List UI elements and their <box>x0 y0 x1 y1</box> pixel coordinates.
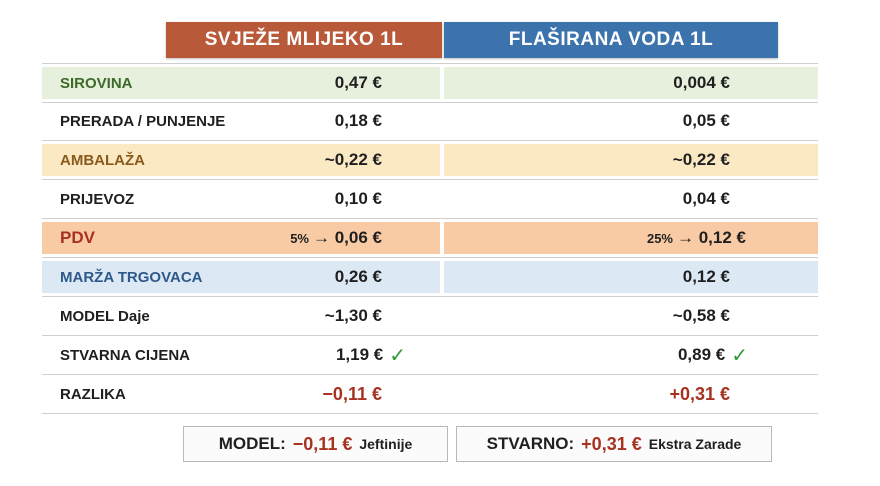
row-highlight <box>42 222 818 254</box>
table-row: AMBALAŽA ~0,22 € ~0,22 € <box>42 141 818 180</box>
summary-label: MODEL: <box>218 434 286 453</box>
milk-value: 0,26 € <box>334 267 382 286</box>
table-row: SIROVINA 0,47 € 0,004 € <box>42 63 818 103</box>
water-column-header: FLAŠIRANA VODA 1L <box>444 22 778 58</box>
check-icon: ✓ <box>731 344 748 367</box>
row-highlight <box>42 261 818 293</box>
summary-note: Ekstra Zarade <box>648 436 742 452</box>
row-label: RAZLIKA <box>60 385 126 403</box>
water-value: 25% → 0,12 € <box>646 228 746 247</box>
water-value: 0,04 € <box>682 189 730 208</box>
row-label: PRERADA / PUNJENJE <box>60 112 226 130</box>
water-value: 0,05 € <box>682 111 730 130</box>
milk-value: 5% → 0,06 € <box>290 228 382 247</box>
table-row: PRERADA / PUNJENJE 0,18 € 0,05 € <box>42 102 818 141</box>
milk-value: ~0,22 € <box>324 150 382 169</box>
milk-value: 0,47 € <box>334 73 382 92</box>
milk-value: 0,18 € <box>334 111 382 130</box>
summary-note: Jeftinije <box>359 436 413 452</box>
row-label: PDV <box>60 228 95 247</box>
milk-value: −0,11 € <box>322 383 382 404</box>
milk-column-header: SVJEŽE MLIJEKO 1L <box>166 22 442 58</box>
water-value: 0,004 € <box>673 73 730 92</box>
row-label: STVARNA CIJENA <box>60 346 191 364</box>
table-row: MARŽA TRGOVACA 0,26 € 0,12 € <box>42 258 818 297</box>
summary-value: +0,31 € <box>581 433 642 454</box>
model-summary-box: MODEL: −0,11 € Jeftinije <box>183 426 448 462</box>
milk-value: ~1,30 € <box>324 306 382 325</box>
table-row: RAZLIKA −0,11 € +0,31 € <box>42 375 818 414</box>
row-label: MODEL Daje <box>60 307 150 325</box>
water-value: ~0,22 € <box>672 150 730 169</box>
water-value: +0,31 € <box>669 383 730 404</box>
real-summary-box: STVARNO: +0,31 € Ekstra Zarade <box>456 426 772 462</box>
water-value: ~0,58 € <box>672 306 730 325</box>
row-label: SIROVINA <box>60 74 133 92</box>
milk-vat-rate: 5% <box>290 230 309 246</box>
water-vat-rate: 25% <box>646 230 673 246</box>
row-highlight <box>42 144 818 176</box>
summary-value: −0,11 € <box>292 433 353 454</box>
table-row: STVARNA CIJENA 1,19 € ✓ 0,89 € ✓ <box>42 336 818 375</box>
row-highlight <box>42 67 818 99</box>
row-label: PRIJEVOZ <box>60 190 135 208</box>
check-icon: ✓ <box>389 344 406 367</box>
table-row: MODEL Daje ~1,30 € ~0,58 € <box>42 297 818 336</box>
table-row: PDV 5% → 0,06 € 25% → 0,12 € <box>42 219 818 258</box>
summary-label: STVARNO: <box>486 434 575 453</box>
water-value: 0,89 € ✓ <box>677 344 748 367</box>
water-value: 0,12 € <box>682 267 730 286</box>
row-label: MARŽA TRGOVACA <box>60 268 203 286</box>
milk-value: 1,19 € ✓ <box>335 344 406 367</box>
row-label: AMBALAŽA <box>60 151 145 169</box>
milk-value: 0,10 € <box>334 189 382 208</box>
table-row: PRIJEVOZ 0,10 € 0,04 € <box>42 180 818 219</box>
